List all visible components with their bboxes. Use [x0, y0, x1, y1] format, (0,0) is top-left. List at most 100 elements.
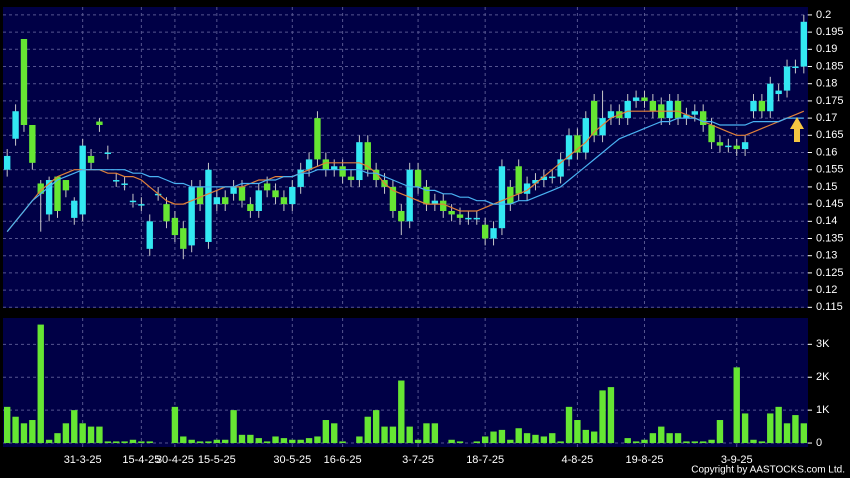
volume-bar [54, 433, 61, 444]
candle-body [448, 210, 455, 215]
volume-bar [448, 439, 455, 444]
volume-bar [708, 439, 715, 444]
candle-body [775, 90, 782, 95]
volume-bar [632, 441, 640, 444]
volume-bar [381, 426, 388, 444]
price-panel [3, 7, 808, 308]
candle-body [725, 145, 732, 148]
x-tick-label: 3-7-25 [402, 454, 434, 466]
volume-bar [406, 426, 413, 444]
volume-bar [20, 423, 28, 444]
volume-bar [138, 441, 145, 444]
volume-bar [783, 423, 791, 444]
candle-body [691, 111, 698, 115]
volume-bar [716, 420, 724, 444]
volume-bar [599, 390, 606, 444]
volume-bar [473, 441, 480, 444]
y-tick-label: 0.145 [816, 198, 844, 210]
volume-bar [423, 423, 430, 444]
volume-bar [289, 439, 296, 444]
candle-body [456, 214, 464, 218]
candle-body [599, 118, 606, 136]
candle-body [641, 97, 648, 101]
candle-body [356, 142, 363, 181]
y-tick-label: 0.195 [816, 26, 844, 38]
candle-body [490, 228, 497, 239]
candle-body [45, 180, 53, 215]
volume-bar [263, 441, 271, 444]
volume-bar [431, 423, 439, 444]
copyright: Copyright by AASTOCKS.com Ltd. [691, 465, 845, 476]
candle-body [322, 159, 330, 170]
moving-average-line [6, 110, 805, 232]
candle-body [683, 114, 690, 119]
candle-body [565, 135, 573, 160]
candle-body [314, 118, 321, 160]
candle-body [138, 204, 145, 206]
volume-bar [607, 387, 615, 444]
y-tick-label: 0.175 [816, 95, 844, 107]
candle-body [414, 169, 422, 187]
volume-bar [758, 441, 766, 444]
volume-bar [641, 439, 648, 444]
candle-body [37, 183, 44, 194]
volume-bar [205, 441, 212, 444]
volume-bar [532, 434, 539, 444]
volume-bar [590, 431, 598, 444]
candle-body [741, 142, 749, 150]
candle-body [431, 200, 439, 205]
volume-bar [515, 428, 522, 444]
candle-body [188, 186, 195, 246]
candle-body [750, 100, 757, 112]
candle-body [297, 169, 304, 187]
volume-bar [741, 413, 749, 444]
volume-bar [238, 434, 246, 444]
volume-bar [79, 423, 86, 444]
x-tick-label: 3-9-25 [721, 454, 753, 466]
y-tick-label: 0.2 [816, 9, 831, 21]
candle-body [481, 224, 489, 239]
candle-body [372, 169, 380, 181]
volume-bar [305, 438, 313, 444]
volume-bar [196, 441, 204, 444]
volume-bar [658, 426, 665, 444]
candle-body [507, 186, 514, 205]
volume-bar [297, 439, 304, 444]
candle-body [590, 100, 598, 136]
x-tick-label: 15-5-25 [198, 454, 236, 466]
volume-bar [37, 324, 44, 444]
candle-body [230, 186, 237, 194]
x-tick-label: 16-6-25 [324, 454, 362, 466]
x-tick-label: 30-4-25 [156, 454, 194, 466]
volume-bar [29, 420, 36, 444]
candle-body [280, 197, 288, 205]
volume-bar [767, 413, 774, 444]
candle-body [71, 200, 78, 218]
candle-body [389, 186, 397, 211]
y-tick-label: 1K [816, 404, 830, 416]
volume-bar [230, 410, 237, 444]
candle-body [473, 217, 480, 220]
y-tick-label: 0.135 [816, 232, 844, 244]
volume-bar [4, 406, 11, 444]
candle-body [574, 135, 581, 153]
candle-body [440, 200, 447, 211]
arrow-marker [790, 117, 804, 142]
candle-body [733, 145, 740, 150]
volume-bar [750, 439, 757, 444]
x-tick-label: 19-8-25 [626, 454, 664, 466]
candle-body [331, 166, 338, 170]
candle-body [96, 121, 103, 125]
candle-body [632, 97, 640, 101]
volume-bar [481, 436, 489, 444]
volume-bar [792, 415, 799, 444]
candle-body [180, 228, 187, 249]
volume-bar [331, 423, 338, 444]
candle-body [222, 197, 229, 205]
volume-bar [398, 380, 405, 444]
candle-body [523, 183, 531, 194]
volume-bar [104, 441, 112, 444]
y-tick-label: 0.13 [816, 250, 837, 262]
volume-bar [146, 441, 153, 444]
volume-bar [272, 436, 279, 444]
